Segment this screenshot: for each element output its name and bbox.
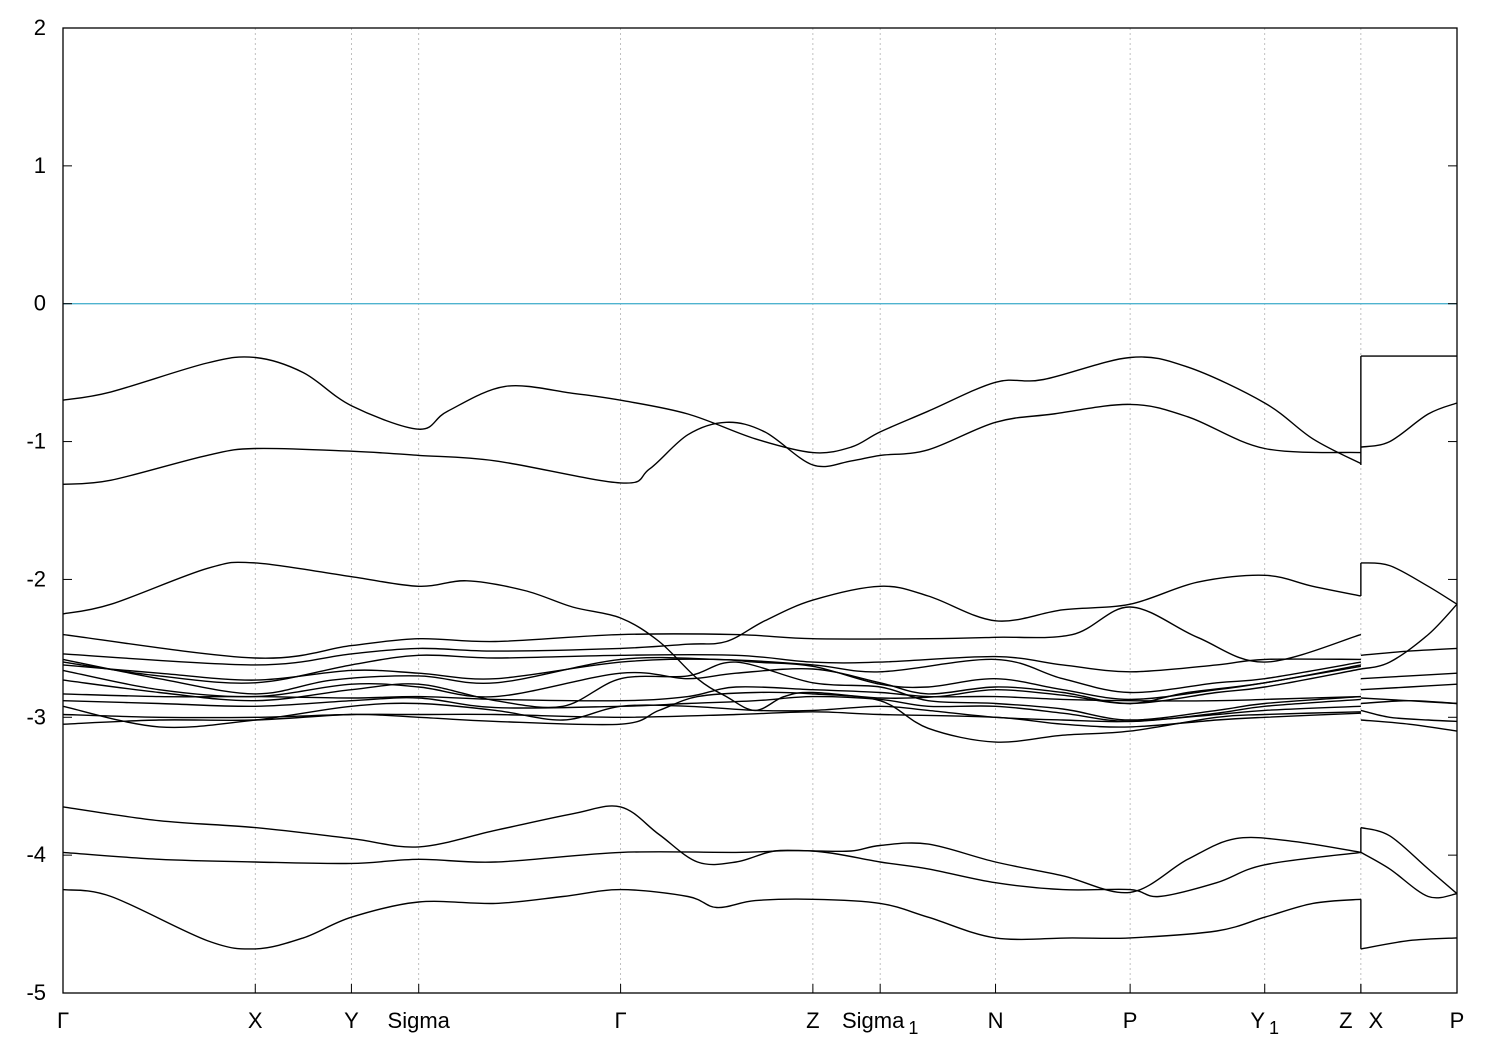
band-line-30 — [1360, 826, 1458, 895]
band-line-7 — [62, 658, 1362, 694]
x-tick-label: Z — [806, 1008, 819, 1033]
band-line-23 — [1360, 647, 1458, 656]
band-line-22 — [1360, 603, 1458, 670]
x-tick-label: X — [1369, 1008, 1384, 1033]
x-tick-label: Γ — [57, 1008, 69, 1033]
band-line-20 — [1360, 402, 1458, 448]
band-line-11 — [62, 686, 1361, 702]
x-tick-subscript: 1 — [908, 1018, 918, 1038]
band-line-25 — [1360, 683, 1458, 691]
x-tick-label: X — [248, 1008, 263, 1033]
band-line-1 — [62, 356, 1362, 465]
band-line-24 — [1360, 672, 1458, 680]
band-line-17 — [62, 849, 1361, 898]
y-axis: 2 1 0 -1 -2 -3 -4 -5 — [26, 15, 1457, 1005]
band-line-2 — [62, 403, 1361, 485]
band-line-4 — [62, 606, 1362, 663]
x-tick-label: Sigma — [388, 1008, 451, 1033]
x-tick-label: Z — [1339, 1008, 1352, 1033]
y-tick-label: -3 — [26, 704, 46, 729]
band-line-3 — [62, 561, 1362, 712]
bands — [62, 355, 1458, 950]
gridlines — [254, 28, 1362, 993]
x-tick-label: Y — [344, 1008, 359, 1033]
band-line-5 — [62, 574, 1362, 666]
x-tick-label: P — [1450, 1008, 1465, 1033]
band-line-29 — [1360, 719, 1458, 732]
plot-frame — [62, 27, 1458, 994]
band-line-27 — [1360, 699, 1458, 705]
band-line-15 — [62, 711, 1361, 728]
band-line-32 — [1360, 937, 1458, 950]
band-line-28 — [1360, 709, 1458, 723]
band-line-31 — [1360, 851, 1458, 899]
band-line-8 — [62, 656, 1362, 701]
band-line-10 — [62, 661, 1361, 721]
band-line-9 — [62, 667, 1362, 705]
y-tick-label: -2 — [26, 566, 46, 591]
y-tick-label: -5 — [26, 980, 46, 1005]
x-tick-subscript: 1 — [1269, 1018, 1279, 1038]
y-tick-label: -4 — [26, 842, 46, 867]
band-line-13 — [62, 702, 1361, 729]
band-line-16 — [62, 805, 1362, 894]
band-line-18 — [62, 888, 1361, 950]
x-tick-label: Γ — [615, 1008, 627, 1033]
y-tick-label: 2 — [34, 15, 46, 40]
y-tick-label: 1 — [34, 153, 46, 178]
y-tick-label: 0 — [34, 291, 46, 316]
x-tick-label: P — [1123, 1008, 1138, 1033]
band-line-21 — [1360, 562, 1458, 605]
x-axis: Γ X Y Sigma Γ Z Sigma 1 N P Y 1 Z X P — [57, 984, 1464, 1038]
y-tick-label: -1 — [26, 429, 46, 454]
x-tick-label: N — [988, 1008, 1004, 1033]
x-tick-label: Sigma 1 — [842, 1008, 918, 1038]
